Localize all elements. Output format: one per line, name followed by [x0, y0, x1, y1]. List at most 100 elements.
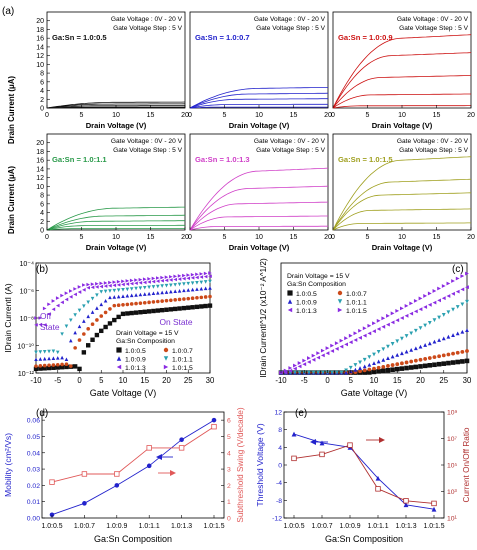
data-point: [320, 370, 325, 375]
y-tick-label-left: 0.00: [27, 516, 40, 523]
data-point: [173, 274, 177, 279]
x-tick-label: 20: [181, 112, 189, 119]
legend-label: 1.0:0.5: [296, 291, 317, 298]
x-axis-label: Drain Voltage (V): [86, 121, 147, 130]
data-point: [164, 290, 169, 294]
data-point: [203, 280, 208, 284]
x-tick-label: 15: [147, 112, 155, 119]
data-point: [381, 364, 386, 369]
x-tick-label: 15: [290, 234, 298, 241]
x-axis-label: Drain Voltage (V): [372, 243, 433, 252]
data-point: [151, 279, 156, 284]
data-point: [82, 304, 86, 309]
data-point: [291, 455, 297, 462]
data-point: [293, 363, 297, 368]
legend-title: Drain Voltage = 15 V: [287, 273, 350, 280]
data-point: [297, 370, 302, 375]
left-axis-arrow: [310, 439, 316, 445]
data-point: [211, 417, 217, 423]
x-tick-label: 1.0:0.7: [311, 523, 332, 530]
data-point: [330, 343, 335, 348]
data-point: [138, 292, 143, 297]
data-point: [353, 338, 358, 342]
data-point: [99, 284, 104, 289]
y-tick-label: 14: [36, 44, 44, 51]
data-point: [82, 288, 86, 292]
data-point: [400, 306, 404, 311]
output-curve: [332, 34, 472, 109]
data-point: [47, 363, 51, 368]
y-tick-label-left: 0: [278, 463, 282, 470]
data-point: [455, 331, 460, 336]
data-point: [320, 353, 325, 358]
data-point: [95, 293, 99, 297]
y-tick-label: 2: [40, 97, 44, 104]
series-line: [293, 444, 435, 504]
data-point: [156, 299, 160, 304]
data-point: [450, 360, 456, 365]
y-tick-label-right: 3: [227, 467, 231, 474]
data-point: [446, 360, 451, 366]
data-point: [291, 431, 297, 437]
plot-frame: [41, 411, 225, 519]
data-point: [413, 299, 418, 303]
x-tick-label: 25: [184, 376, 193, 385]
data-point: [400, 361, 404, 366]
x-tick-label: 0: [188, 112, 192, 119]
x-axis-label: Gate Voltage (V): [341, 388, 408, 398]
legend-marker: [116, 347, 122, 353]
output-curve: [46, 103, 186, 109]
output-curve: [189, 201, 329, 231]
composition-label: Ga:Sn = 1.0:0.5: [52, 33, 107, 42]
data-point: [77, 285, 82, 289]
data-point: [90, 322, 95, 326]
data-point: [208, 271, 212, 275]
data-point: [376, 327, 381, 331]
data-point: [381, 324, 386, 329]
data-point: [441, 336, 446, 341]
data-point: [297, 361, 302, 365]
panel-label-b: (b): [36, 264, 48, 275]
data-point: [95, 306, 99, 310]
data-point: [120, 311, 126, 317]
y-tick-label: 8: [40, 71, 44, 78]
data-point: [376, 349, 381, 354]
data-point: [77, 324, 82, 329]
data-point: [441, 353, 446, 358]
data-point: [186, 288, 191, 292]
data-point: [42, 356, 47, 361]
data-point: [38, 364, 43, 368]
legend-marker: [287, 290, 293, 296]
data-point: [199, 275, 204, 279]
data-point: [386, 356, 390, 361]
data-point: [159, 307, 165, 313]
data-point: [320, 348, 325, 353]
data-point: [437, 354, 441, 359]
data-point: [404, 303, 409, 308]
data-point: [146, 445, 152, 451]
data-point: [400, 351, 404, 356]
data-point: [186, 276, 191, 281]
data-point: [142, 300, 147, 305]
data-point: [55, 303, 60, 308]
y-tick-label-left: 0.05: [27, 434, 40, 441]
data-point: [432, 300, 437, 305]
data-point: [125, 311, 130, 316]
panel-label-a: (a): [2, 6, 14, 17]
data-point: [348, 333, 353, 338]
data-point: [112, 288, 117, 293]
data-point: [147, 277, 151, 281]
data-point: [358, 369, 362, 374]
y-tick-label-right: 10¹: [447, 516, 458, 523]
data-point: [367, 362, 372, 367]
data-point: [86, 343, 91, 348]
data-point: [427, 320, 432, 325]
legend-label: 1.0:1.1: [172, 357, 193, 364]
panel-d: 1.0:0.5 1.0:0.7 1.0:0.9 1.0:1.1 1.0:1.3 1.0:1…: [3, 407, 245, 544]
x-axis-label: Drain Voltage (V): [372, 121, 433, 130]
data-point: [432, 339, 437, 344]
data-point: [367, 355, 372, 360]
x-tick-label: 5: [223, 112, 227, 119]
gate-voltage-info: Gate Voltage : 0V - 20 V: [397, 138, 469, 145]
y-tick-label-left: -8: [276, 498, 282, 505]
